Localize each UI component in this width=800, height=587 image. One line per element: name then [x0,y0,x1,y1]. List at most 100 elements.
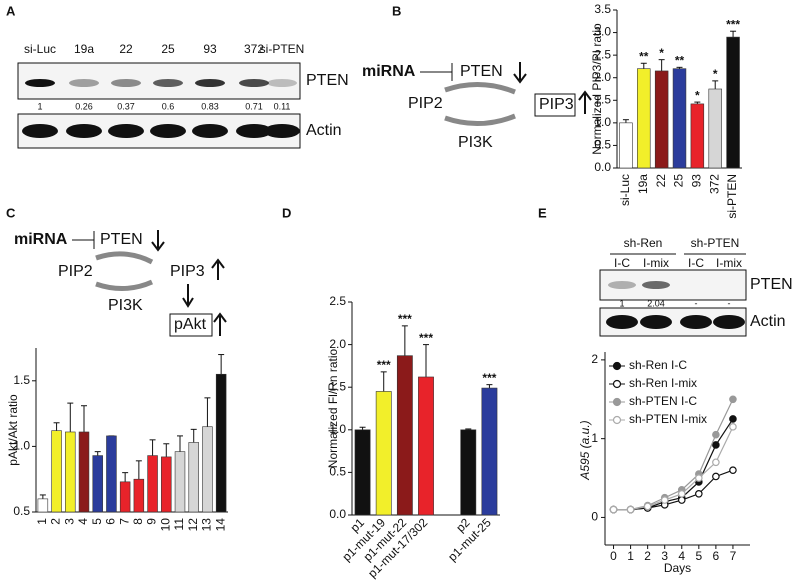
bar [65,431,76,513]
bar [654,70,669,169]
panel-label: E [538,205,547,220]
y-axis-label: pAkt/Akt ratio [6,394,20,466]
lane-label: I-mix [643,256,669,270]
point [695,474,703,482]
x-tick-label: 7 [730,549,737,563]
band [153,79,183,87]
bar [396,355,413,516]
point [660,496,669,504]
lane-label: 25 [161,42,175,56]
y-axis-label: A595 (a.u.) [578,420,592,480]
y-tick-label: 0 [591,510,598,524]
x-tick-label: 4 [678,549,685,563]
bar [119,481,131,513]
x-tick-label: 372 [707,174,721,194]
bar [672,68,687,169]
point [729,415,737,423]
box [534,93,576,117]
y-tick-label: 1.0 [594,115,611,129]
point [712,458,720,467]
down-arrow [151,230,165,252]
point [729,395,737,404]
y-axis-label: Normalized PIP3/PI ratio [590,23,604,155]
up-arrow [211,258,225,280]
diagram-text: PIP2 [58,263,93,280]
point [626,505,635,514]
legend-label: sh-Ren I-mix [629,376,697,390]
point [712,430,720,439]
y-tick-label: 2.5 [594,47,611,61]
band [66,124,102,138]
diagram-text: PI3K [458,134,493,151]
y-tick-label: 1.0 [329,422,346,436]
bar [375,391,392,516]
band [192,124,228,138]
lane-label: 93 [203,42,217,56]
y-tick-label: 2 [591,352,598,366]
band [69,79,99,87]
quant-label: 0.71 [245,101,263,111]
x-tick-label: 1 [627,549,634,563]
quant-label: 1 [37,101,42,111]
lane-label: 22 [119,42,133,56]
bar [106,435,117,513]
x-tick-label: 93 [690,174,704,188]
band [108,124,144,138]
series-line [613,426,734,511]
x-tick-label: 13 [200,518,214,532]
x-tick-label: 4 [76,518,90,525]
y-axis-label: Normalized Fl/Rn ratio [326,348,340,468]
blot-row-label: Actin [750,313,786,330]
quant-label: 0.26 [75,101,93,111]
band [239,79,269,87]
x-tick-label: 9 [145,518,159,525]
x-tick-label: 11 [172,518,186,531]
band [642,281,670,289]
bar [92,455,103,513]
x-tick-label: 1 [35,518,49,525]
x-axis-label: Days [664,561,691,575]
band [195,79,225,87]
band [22,124,58,138]
x-tick-label: 3 [62,518,76,525]
diagram-text: PTEN [100,231,143,248]
x-tick-label: si-PTEN [725,174,739,219]
x-tick-label: 25 [672,174,686,188]
significance: ** [639,49,649,63]
quant-label: - [695,298,698,308]
diagram-text: miRNA [14,231,68,248]
legend-label: sh-PTEN I-mix [629,412,707,426]
significance: * [659,46,664,60]
band [640,315,672,329]
diagram-text: PTEN [460,63,503,80]
down-arrow [513,62,527,84]
lane-label: 19a [74,42,94,56]
band [680,315,712,329]
blot-row-label: PTEN [750,276,793,293]
bar [708,88,722,169]
point [643,502,652,511]
cycle-arrow [444,81,516,95]
significance: *** [398,312,412,326]
point [712,472,720,481]
lane-label: si-PTEN [260,42,305,56]
bar [460,429,477,516]
x-tick-label: 6 [713,549,720,563]
bar [51,430,62,513]
bar [637,68,651,169]
legend-marker [612,379,622,389]
y-tick-label: 0.0 [329,507,346,521]
up-arrow [578,90,592,114]
bar [726,36,740,169]
bar [202,426,213,513]
significance: *** [726,17,740,31]
diagram-text: pAkt [174,316,207,333]
band [236,124,272,138]
quant-label: 0.6 [162,101,175,111]
bar [481,387,498,516]
bar [354,429,371,516]
y-tick-label: 2.0 [594,70,611,84]
bar [174,451,186,513]
